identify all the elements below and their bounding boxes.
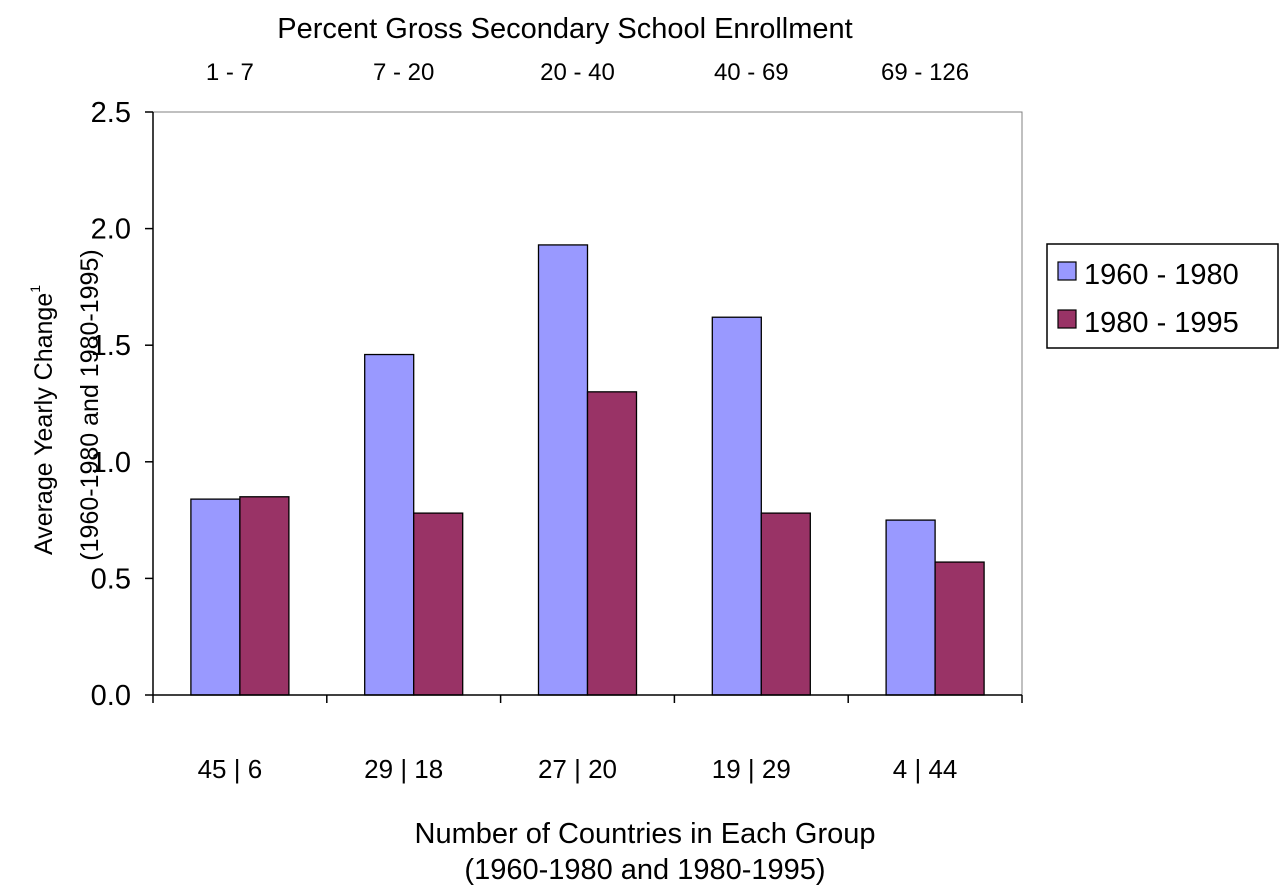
x-category-label: 4 | 44 xyxy=(893,754,958,784)
legend-swatch-1 xyxy=(1057,261,1077,281)
top-category-label: 69 - 126 xyxy=(881,59,969,86)
bar-s1-4 xyxy=(711,316,762,696)
x-category-label: 29 | 18 xyxy=(364,754,443,784)
y-tick-label: 2.0 xyxy=(91,214,131,246)
legend: 1960 - 1980 1980 - 1995 xyxy=(1046,243,1279,349)
bar-s2-1 xyxy=(239,496,290,696)
bar-s1-1 xyxy=(190,498,241,696)
bar-s2-2 xyxy=(413,512,464,696)
y-tick-label: 0.0 xyxy=(91,680,131,712)
top-category-label: 7 - 20 xyxy=(373,59,434,86)
chart-title: Percent Gross Secondary School Enrollmen… xyxy=(277,13,852,45)
y-tick-label: 2.5 xyxy=(91,97,131,129)
top-category-label: 20 - 40 xyxy=(540,59,615,86)
bar-s1-5 xyxy=(885,519,936,696)
legend-swatch-2 xyxy=(1057,309,1077,329)
axes xyxy=(145,111,1023,703)
x-axis-title: Number of Countries in Each Group xyxy=(415,818,876,850)
x-category-label: 45 | 6 xyxy=(198,754,263,784)
bar-s2-5 xyxy=(934,561,985,696)
y-axis-title-group: Average Yearly Change1 xyxy=(27,285,58,555)
legend-box xyxy=(1046,243,1279,349)
y-tick-label: 0.5 xyxy=(91,563,131,595)
x-axis-title-line2: (1960-1980 and 1980-1995) xyxy=(464,854,825,886)
bar-s1-3 xyxy=(537,244,589,696)
y-axis-title-line2: (1960-1980 and 1980-1995) xyxy=(76,249,104,560)
y-axis-title: Average Yearly Change1 xyxy=(27,285,58,555)
x-category-label: 27 | 20 xyxy=(538,754,617,784)
top-category-label: 40 - 69 xyxy=(714,59,789,86)
x-category-label: 19 | 29 xyxy=(712,754,791,784)
tick-labels: 0.0 0.5 1.0 1.5 2.0 2.5 1 - 7 7 - 20 20 - 40 40 -… xyxy=(91,59,969,784)
legend-label-2: 1980 - 1995 xyxy=(1084,307,1239,339)
bar-s2-4 xyxy=(760,512,811,696)
bar-s1-2 xyxy=(364,353,415,696)
y-tick-label: 1.5 xyxy=(91,330,131,362)
y-axis-title-line2-group: (1960-1980 and 1980-1995) xyxy=(76,249,104,560)
y-tick-label: 1.0 xyxy=(91,447,131,479)
y-axis-title-superscript: 1 xyxy=(27,285,43,293)
legend-label-1: 1960 - 1980 xyxy=(1084,259,1239,291)
top-category-label: 1 - 7 xyxy=(206,59,254,86)
bar-s2-3 xyxy=(586,391,638,696)
bars xyxy=(190,244,985,696)
